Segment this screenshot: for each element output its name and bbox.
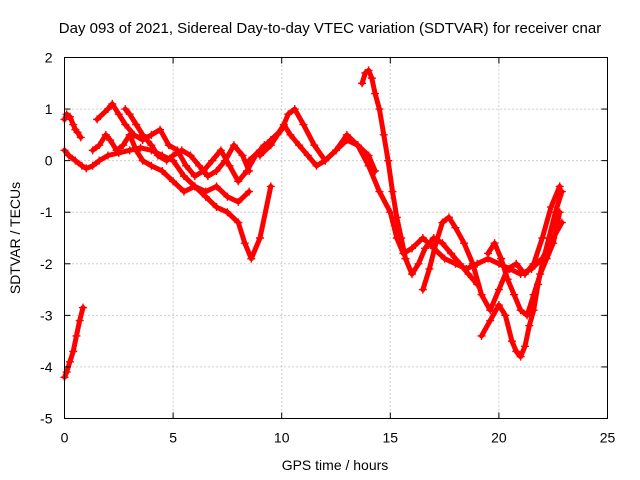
series-layer <box>60 66 566 382</box>
x-tick-label: 25 <box>600 430 616 446</box>
series-line <box>485 209 563 318</box>
x-tick-label: 5 <box>169 430 177 446</box>
x-tick-label: 20 <box>491 430 507 446</box>
series-markers <box>484 208 564 320</box>
series-sat-track-6 <box>121 105 254 181</box>
series-line <box>90 132 274 262</box>
x-tick-label: 10 <box>274 430 290 446</box>
series-sat-track-12 <box>484 208 564 320</box>
series-sat-track-1 <box>60 143 254 206</box>
series-markers <box>358 66 482 289</box>
series-markers <box>255 120 380 175</box>
series-markers <box>88 130 275 263</box>
y-axis-label: SDTVAR / TECUs <box>7 182 23 294</box>
series-sat-track-8 <box>255 120 380 175</box>
y-tick-label: -4 <box>40 359 53 375</box>
series-markers <box>121 105 254 181</box>
y-tick-label: 1 <box>45 101 53 117</box>
grid-layer <box>64 57 608 419</box>
x-axis-label: GPS time / hours <box>282 457 389 473</box>
y-tick-label: -5 <box>40 411 53 427</box>
chart-title: Day 093 of 2021, Sidereal Day-to-day VTE… <box>59 20 601 37</box>
series-line <box>359 67 480 287</box>
series-sat-track-9 <box>358 66 482 289</box>
series-markers <box>418 182 564 315</box>
y-tick-label: 0 <box>45 153 53 169</box>
series-line <box>257 122 378 174</box>
series-sat-track-4 <box>88 130 275 263</box>
y-tick-label: 2 <box>45 50 53 66</box>
y-tick-label: -3 <box>40 307 53 323</box>
y-tick-label: -1 <box>40 204 53 220</box>
x-tick-label: 0 <box>61 430 69 446</box>
x-tick-label: 15 <box>383 430 399 446</box>
series-line <box>420 183 563 313</box>
y-tick-label: -2 <box>40 256 53 272</box>
series-sat-track-10 <box>418 182 564 315</box>
tick-layer: 0 5 10 15 20 25 -5 -4 -3 -2 -1 0 1 2 <box>40 50 615 446</box>
plot-frame <box>64 57 608 419</box>
